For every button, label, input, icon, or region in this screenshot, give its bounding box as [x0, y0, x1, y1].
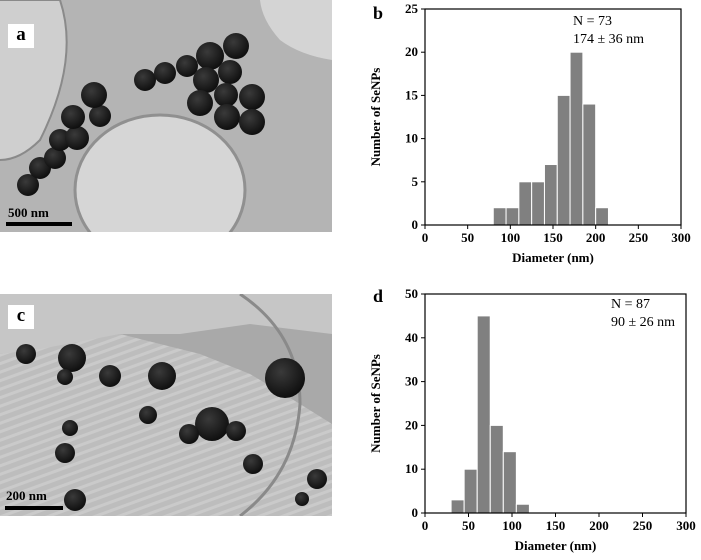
tem-image-a [0, 0, 332, 232]
y-tick-label: 30 [405, 374, 418, 389]
histogram-bar [595, 207, 609, 226]
y-tick-label: 0 [412, 505, 419, 520]
histogram-b-svg: 0 50 100 150 200 250 300 0 5 10 15 20 25 Diameter (nm… [368, 1, 691, 265]
tem-image-c [0, 294, 332, 516]
x-axis-label: Diameter (nm) [515, 538, 597, 553]
panel-label-b: b [373, 3, 384, 23]
histogram-bar [492, 207, 507, 226]
histogram-d-svg: 0 50 100 150 200 250 300 0 10 20 30 40 50 Diameter (n… [368, 286, 696, 553]
y-tick-label: 20 [405, 44, 418, 59]
x-tick-label: 100 [501, 230, 521, 245]
histogram-bar [582, 103, 597, 226]
x-tick-label: 0 [422, 518, 429, 533]
y-tick-label: 15 [405, 87, 419, 102]
y-axis-label: Number of SeNPs [368, 68, 383, 167]
histogram-bar [489, 424, 504, 514]
histogram-bar [450, 499, 465, 514]
x-axis-label: Diameter (nm) [512, 250, 594, 265]
x-tick-label: 200 [586, 230, 606, 245]
x-tick-label: 50 [461, 230, 474, 245]
histogram-bar [463, 468, 478, 514]
y-tick-label: 10 [405, 131, 418, 146]
histogram-bar [505, 207, 520, 226]
x-tick-label: 250 [633, 518, 653, 533]
histogram-bar [556, 94, 571, 226]
y-tick-label: 40 [405, 330, 418, 345]
x-tick-label: 50 [462, 518, 475, 533]
x-tick-label: 150 [543, 230, 563, 245]
y-axis-label: Number of SeNPs [368, 354, 383, 453]
stats-annotation: N = 73 [573, 14, 612, 29]
scale-bar-label-c: 200 nm [6, 488, 47, 503]
y-tick-label: 20 [405, 417, 418, 432]
histogram-bar [515, 503, 530, 514]
stats-annotation: 90 ± 26 nm [611, 315, 675, 330]
x-tick-label: 150 [546, 518, 566, 533]
histogram-bar [569, 51, 584, 226]
y-tick-label: 0 [412, 217, 419, 232]
x-tick-label: 200 [589, 518, 609, 533]
x-tick-label: 250 [629, 230, 649, 245]
histogram-bar [502, 451, 517, 514]
scale-bar-label-a: 500 nm [8, 205, 49, 220]
panel-label-c: c [8, 305, 34, 329]
y-tick-label: 10 [405, 461, 418, 476]
x-tick-label: 0 [422, 230, 429, 245]
panel-label-d: d [373, 286, 384, 306]
y-tick-label: 50 [405, 286, 418, 301]
histogram-bar [518, 181, 533, 226]
y-tick-label: 25 [405, 1, 419, 16]
histogram-bar [476, 315, 491, 514]
x-tick-label: 300 [671, 230, 691, 245]
x-tick-label: 300 [676, 518, 696, 533]
histogram-d: 0 50 100 150 200 250 300 0 10 20 30 40 50 Diameter (n… [345, 280, 701, 555]
y-tick-label: 5 [412, 174, 419, 189]
histogram-bar [531, 181, 545, 226]
histogram-bar [543, 164, 558, 226]
panel-label-a: a [8, 24, 34, 48]
stats-annotation: N = 87 [611, 297, 650, 312]
stats-annotation: 174 ± 36 nm [573, 32, 644, 47]
x-tick-label: 100 [502, 518, 522, 533]
histogram-b: 0 50 100 150 200 250 300 0 5 10 15 20 25 Diameter (nm… [345, 0, 701, 270]
